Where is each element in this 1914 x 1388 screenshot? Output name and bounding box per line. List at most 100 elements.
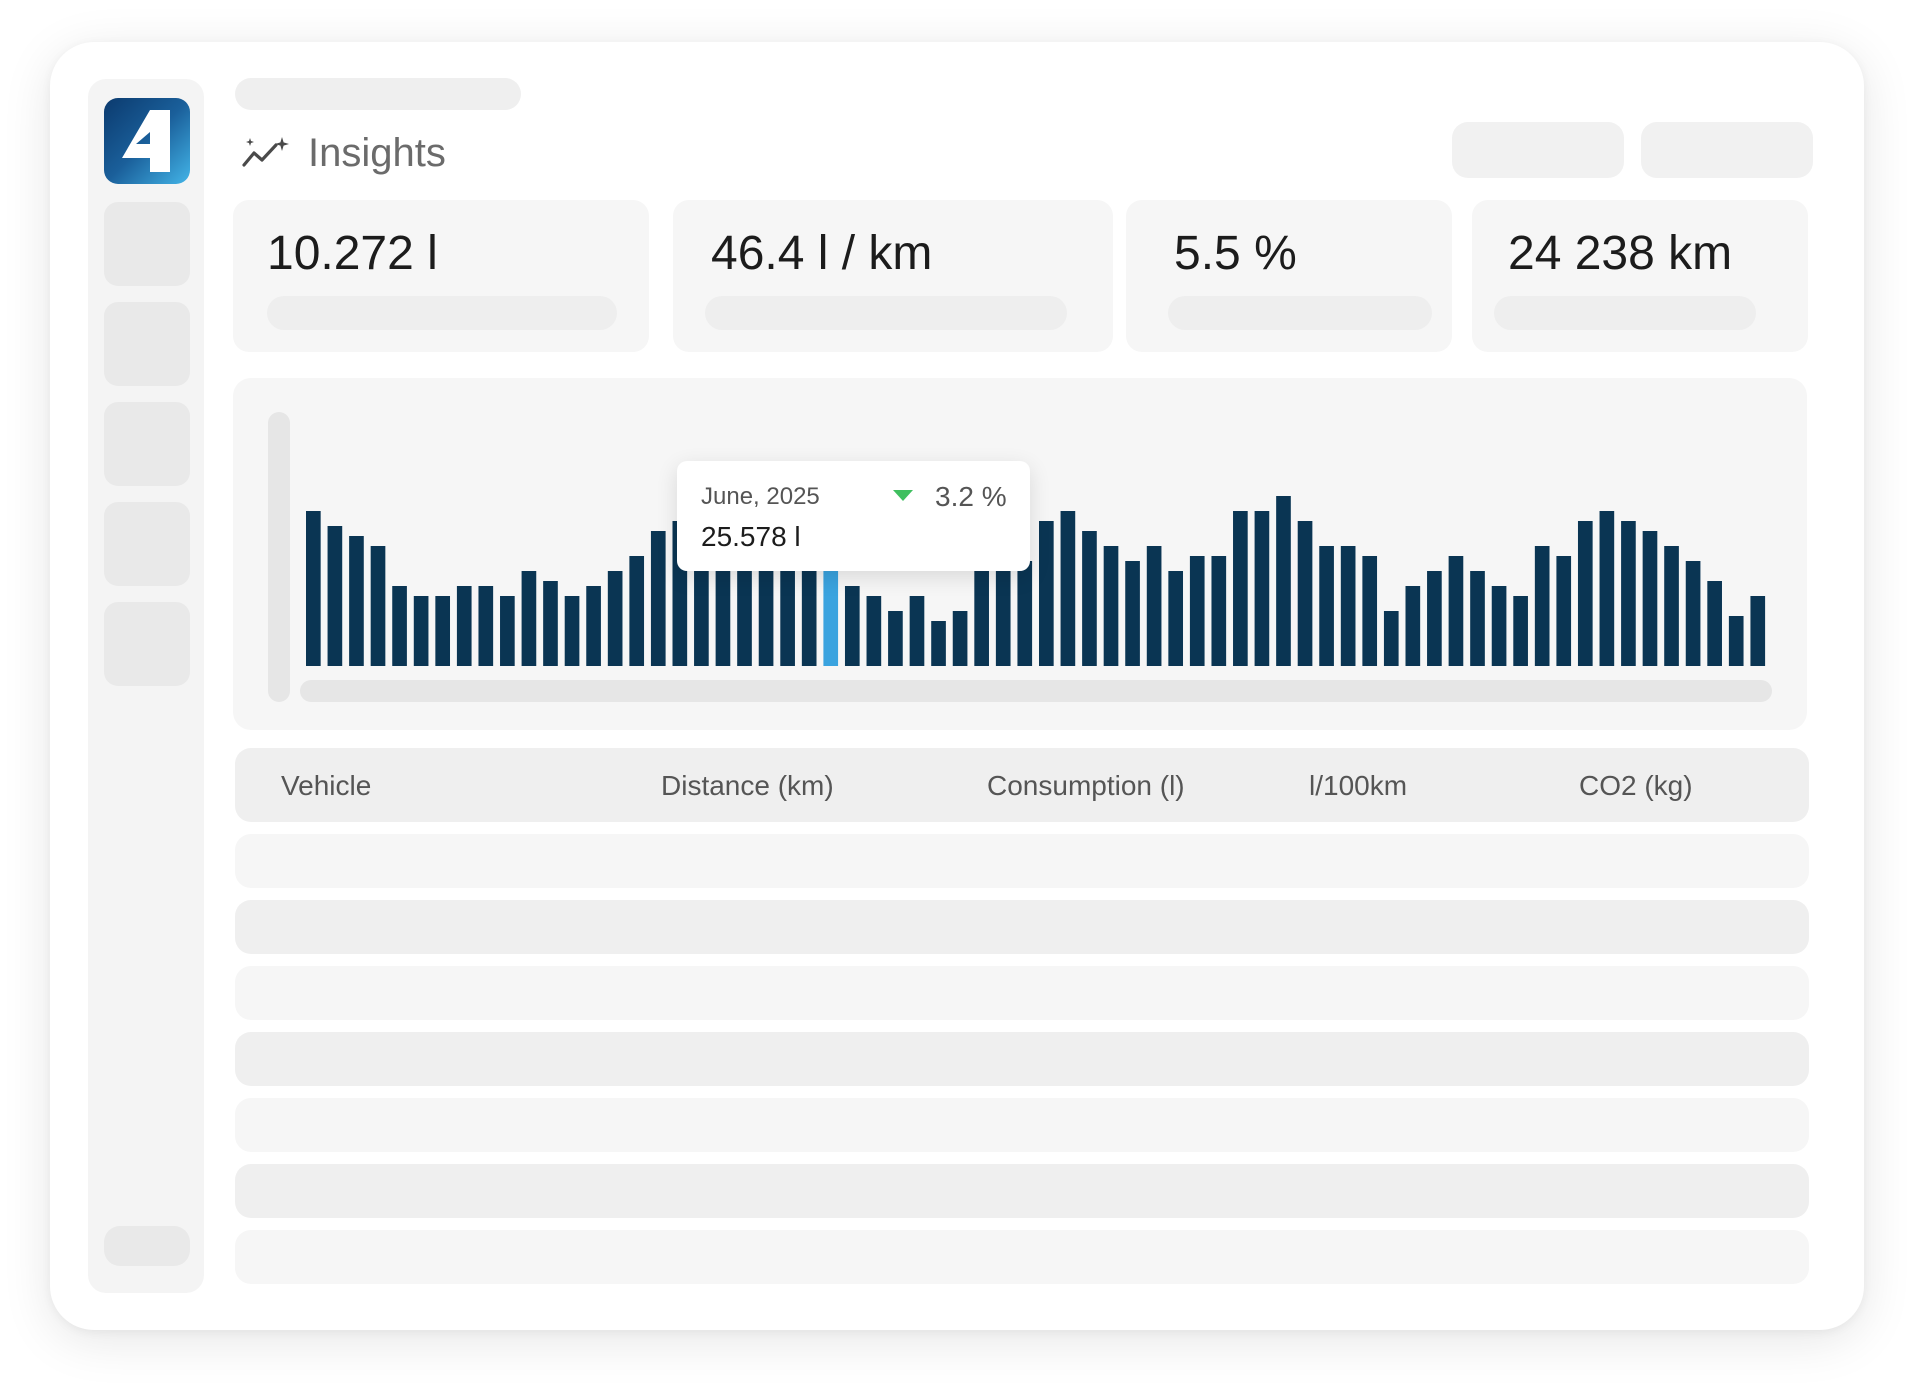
chart-bar[interactable] (1707, 581, 1722, 666)
chart-bar[interactable] (737, 561, 752, 666)
chart-bar[interactable] (1039, 521, 1054, 666)
chart-bar[interactable] (1664, 546, 1679, 666)
sidebar-item-2[interactable] (104, 302, 190, 386)
chart-bar[interactable] (564, 596, 580, 666)
table-row[interactable] (235, 1098, 1809, 1152)
kpi-subtitle-placeholder (1494, 296, 1756, 330)
chart-bar[interactable] (1211, 556, 1227, 666)
chart-bar[interactable] (1340, 546, 1356, 666)
chart-bar[interactable] (1599, 511, 1615, 666)
chart-bar[interactable] (1362, 556, 1378, 666)
chart-bar[interactable] (478, 586, 494, 666)
column-header-l-per-100km[interactable]: l/100km (1309, 770, 1408, 801)
chart-bar[interactable] (456, 586, 472, 666)
table-row[interactable] (235, 1032, 1809, 1086)
chart-bar[interactable] (1577, 521, 1593, 666)
header-action-button-1[interactable] (1452, 122, 1624, 178)
chart-bar[interactable] (1513, 596, 1528, 666)
chart-bar[interactable] (1685, 561, 1701, 666)
chart-bar[interactable] (435, 596, 451, 666)
chart-bar[interactable] (1448, 556, 1464, 666)
table-row[interactable] (235, 966, 1809, 1020)
chart-bar[interactable] (1556, 556, 1572, 666)
column-header-consumption[interactable]: Consumption (l) (987, 770, 1185, 801)
chart-bar[interactable] (1189, 556, 1205, 666)
chart-bar[interactable] (349, 536, 364, 666)
chart-bar[interactable] (974, 571, 989, 666)
sidebar-item-5[interactable] (104, 602, 190, 686)
tooltip-date: June, 2025 (701, 483, 820, 510)
chart-bar[interactable] (650, 531, 666, 666)
chart-bar[interactable] (1470, 571, 1485, 666)
chart-bar[interactable] (694, 551, 709, 666)
chart-bar[interactable] (521, 571, 537, 666)
table-row[interactable] (235, 1164, 1809, 1218)
chart-bar[interactable] (1168, 571, 1184, 666)
table-row[interactable] (235, 834, 1809, 888)
chart-bar[interactable] (715, 556, 731, 666)
chart-bar[interactable] (1750, 596, 1766, 666)
chart-bar[interactable] (866, 596, 882, 666)
chart-bar[interactable] (1060, 511, 1076, 666)
sidebar-item-3[interactable] (104, 402, 190, 486)
sidebar-item-4[interactable] (104, 502, 190, 586)
kpi-card-distance: 24 238 km (1472, 200, 1808, 352)
chart-bar[interactable] (952, 611, 968, 666)
chart-bar[interactable] (1534, 546, 1550, 666)
page-title: Insights (308, 130, 446, 175)
chart-bar[interactable] (1427, 571, 1442, 666)
chart-bar[interactable] (1297, 521, 1313, 666)
chart-bar[interactable] (995, 571, 1011, 666)
column-header-vehicle[interactable]: Vehicle (281, 770, 372, 801)
kpi-card-change: 5.5 % (1126, 200, 1452, 352)
chart-bar[interactable] (931, 621, 946, 666)
chart-bar-selected[interactable] (823, 561, 839, 666)
chart-bar[interactable] (543, 581, 558, 666)
chart-bar[interactable] (500, 596, 515, 666)
chart-y-scrollbar[interactable] (268, 412, 290, 702)
chart-bar[interactable] (370, 546, 386, 666)
chart-bar[interactable] (1405, 586, 1421, 666)
chart-x-scrollbar[interactable] (300, 680, 1772, 702)
chart-bar[interactable] (780, 561, 795, 666)
chart-bar[interactable] (909, 596, 925, 666)
chart-bar[interactable] (1276, 496, 1291, 666)
chart-bar[interactable] (1233, 511, 1248, 666)
tooltip-change: 3.2 % (935, 481, 1007, 512)
header-action-button-2[interactable] (1641, 122, 1813, 178)
chart-bar[interactable] (306, 511, 321, 666)
table-row[interactable] (235, 900, 1809, 954)
sidebar-item-1[interactable] (104, 202, 190, 286)
column-header-distance[interactable]: Distance (km) (661, 770, 834, 801)
chart-bar[interactable] (801, 561, 817, 666)
chart-bar[interactable] (392, 586, 407, 666)
chart-bar[interactable] (1082, 531, 1097, 666)
chart-bar[interactable] (629, 556, 645, 666)
chart-bar[interactable] (1254, 511, 1270, 666)
chart-bar[interactable] (1642, 531, 1658, 666)
chart-bar[interactable] (758, 561, 774, 666)
kpi-subtitle-placeholder (705, 296, 1067, 330)
chart-bar[interactable] (607, 571, 623, 666)
chart-bar[interactable] (1491, 586, 1507, 666)
table-row[interactable] (235, 1230, 1809, 1284)
chart-bar[interactable] (1383, 611, 1399, 666)
chart-bar[interactable] (413, 596, 429, 666)
chart-bar[interactable] (1103, 546, 1119, 666)
chart-bar[interactable] (1728, 616, 1744, 666)
chart-bar[interactable] (1319, 546, 1334, 666)
column-header-co2[interactable]: CO2 (kg) (1579, 770, 1693, 801)
chart-bar[interactable] (1017, 561, 1033, 666)
chart-bar[interactable] (844, 586, 860, 666)
chart-bar[interactable] (1125, 561, 1140, 666)
page-header: Insights (240, 126, 446, 180)
chart-bar[interactable] (1146, 546, 1162, 666)
chart-bar[interactable] (327, 526, 343, 666)
chart-bar[interactable] (586, 586, 601, 666)
chart-bar[interactable] (888, 611, 903, 666)
chart-bar[interactable] (1621, 521, 1636, 666)
sidebar-footer-item[interactable] (104, 1226, 190, 1266)
app-logo[interactable] (104, 98, 190, 184)
table-header: Vehicle Distance (km) Consumption (l) l/… (235, 748, 1809, 822)
